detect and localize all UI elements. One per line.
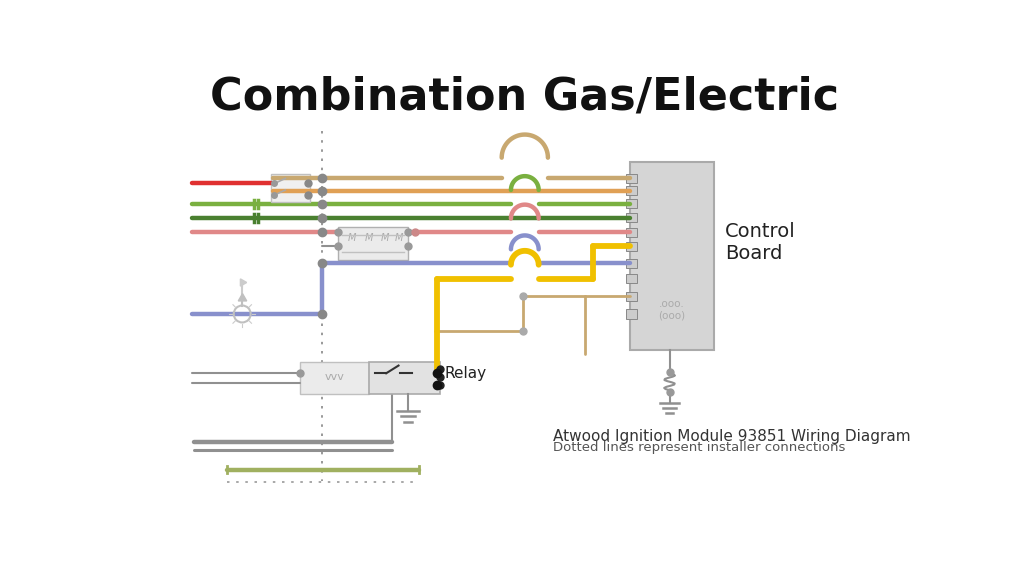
Bar — [627, 228, 637, 237]
Bar — [370, 362, 440, 394]
Bar — [627, 309, 637, 319]
Text: VW: VW — [379, 384, 397, 393]
Text: Control
Board: Control Board — [725, 222, 796, 263]
Bar — [300, 362, 370, 394]
Text: Relay: Relay — [444, 366, 486, 381]
Text: M: M — [381, 233, 389, 242]
Bar — [630, 161, 714, 350]
Bar — [627, 241, 637, 251]
Bar — [627, 291, 637, 301]
Bar — [627, 213, 637, 222]
Text: Dotted lines represent installer connections: Dotted lines represent installer connect… — [553, 441, 845, 454]
Text: vvv: vvv — [325, 372, 344, 382]
Bar — [339, 227, 408, 260]
Bar — [627, 274, 637, 283]
Text: Combination Gas/Electric: Combination Gas/Electric — [210, 75, 840, 118]
Text: M: M — [394, 233, 402, 242]
Text: M: M — [366, 233, 374, 242]
Bar — [627, 259, 637, 268]
Bar — [627, 199, 637, 209]
Text: .ooo.: .ooo. — [659, 299, 685, 309]
Text: M: M — [348, 233, 356, 242]
Bar — [627, 174, 637, 183]
Bar — [271, 174, 310, 202]
Text: (ooo): (ooo) — [658, 310, 685, 320]
Text: Atwood Ignition Module 93851 Wiring Diagram: Atwood Ignition Module 93851 Wiring Diag… — [553, 430, 910, 445]
Bar — [627, 186, 637, 195]
